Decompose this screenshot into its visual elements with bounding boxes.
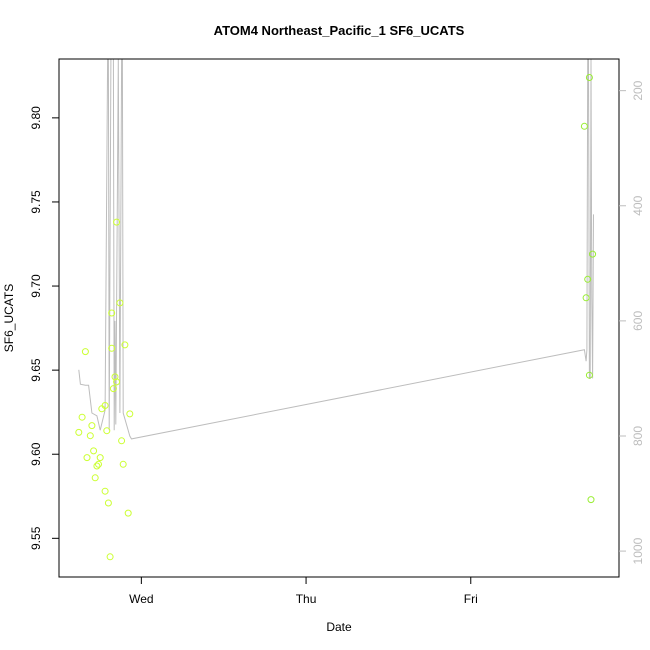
data-point (126, 410, 134, 418)
data-point (124, 509, 132, 517)
data-point (108, 309, 116, 317)
data-point (103, 427, 111, 435)
data-point (119, 460, 127, 468)
data-point (104, 499, 112, 507)
data-point (116, 299, 124, 307)
data-point (108, 344, 116, 352)
x-tick-label: Wed (129, 592, 153, 606)
data-point (111, 373, 119, 381)
data-point (585, 74, 593, 81)
data-point (83, 454, 91, 462)
data-point (75, 428, 83, 436)
data-point (587, 496, 595, 504)
plot-area (75, 59, 597, 561)
y-tick-label: 9.55 (29, 526, 43, 550)
data-point (78, 413, 86, 421)
y-tick-label: 9.65 (29, 358, 43, 382)
data-point (582, 294, 590, 302)
x-axis-label: Date (326, 620, 352, 634)
data-point (96, 454, 104, 462)
x-tick-label: Thu (296, 592, 317, 606)
data-point (90, 447, 98, 455)
y-axis-label: SF6_UCATS (2, 284, 16, 352)
data-point (118, 437, 126, 445)
data-point (101, 487, 109, 495)
right-tick-label: 600 (631, 311, 645, 331)
data-point (98, 405, 106, 413)
y-tick-label: 9.75 (29, 190, 43, 214)
data-point (88, 422, 96, 430)
data-point (121, 341, 129, 349)
plot-frame (58, 58, 620, 578)
data-point (101, 402, 109, 409)
y-tick-label: 9.80 (29, 106, 43, 130)
right-tick-label: 1000 (631, 537, 645, 564)
data-point (91, 474, 99, 482)
axes: 9.55 9.60 9.65 9.70 9.75 9.80 200 400 600 800 1000… (29, 58, 645, 606)
plot-marks (75, 59, 597, 561)
altitude-line (78, 59, 594, 440)
data-point (589, 250, 597, 258)
data-point (113, 378, 121, 386)
chart-title: ATOM4 Northeast_Pacific_1 SF6_UCATS (214, 23, 465, 38)
data-point (81, 348, 89, 356)
right-tick-label: 200 (631, 80, 645, 100)
data-point (113, 218, 121, 226)
data-point (95, 460, 102, 468)
data-point (106, 553, 114, 561)
data-point (584, 275, 592, 283)
y-tick-label: 9.70 (29, 274, 43, 298)
data-point (580, 122, 588, 130)
data-point (109, 385, 117, 393)
right-tick-label: 400 (631, 195, 645, 215)
x-tick-label: Fri (464, 592, 478, 606)
data-point (585, 371, 593, 379)
y-tick-label: 9.60 (29, 442, 43, 466)
right-tick-label: 800 (631, 426, 645, 446)
data-point (93, 462, 101, 470)
data-point (86, 432, 94, 440)
